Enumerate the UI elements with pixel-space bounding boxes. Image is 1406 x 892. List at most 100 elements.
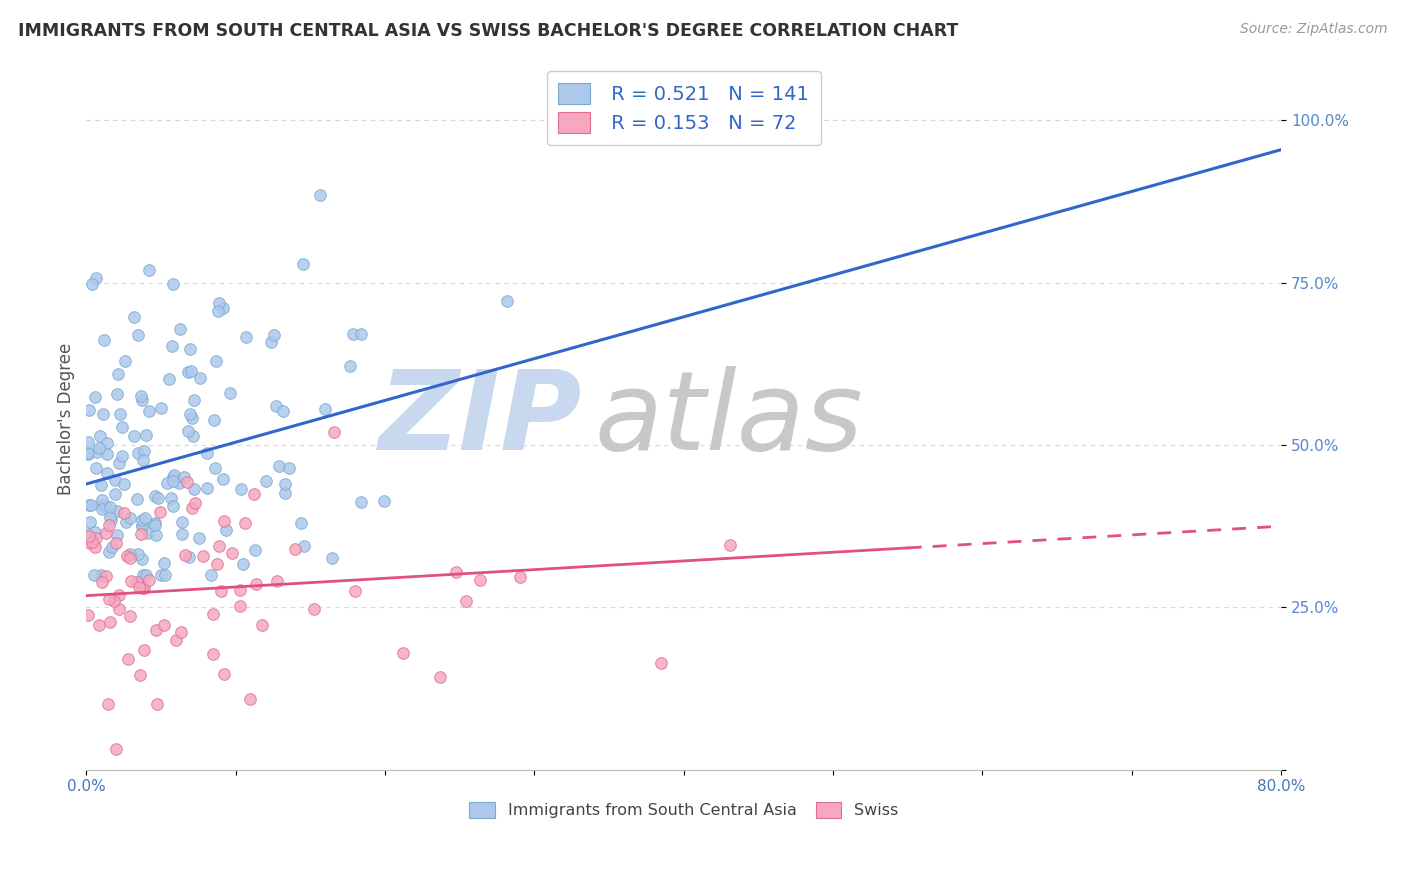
Point (153, 618, 176, 632)
Point (111, 449, 134, 463)
Point (96, 447, 118, 461)
Point (79, 515, 101, 529)
Point (127, 446, 149, 460)
Point (115, 549, 138, 563)
Point (264, 399, 287, 413)
Point (108, 602, 131, 616)
Point (100, 513, 122, 527)
Point (79, 529, 101, 543)
Point (80, 534, 103, 549)
Point (149, 401, 172, 415)
Point (235, 330, 257, 344)
Point (167, 475, 190, 490)
Point (169, 321, 191, 335)
Text: ZIP: ZIP (378, 366, 582, 473)
Point (495, 294, 517, 309)
Point (231, 482, 253, 496)
Point (90, 478, 112, 492)
Point (157, 372, 180, 386)
Point (322, 425, 344, 439)
Point (202, 413, 225, 427)
Point (94, 499, 117, 513)
Point (138, 573, 160, 587)
Point (93, 333, 115, 347)
Point (173, 469, 195, 483)
Point (138, 404, 160, 418)
Point (344, 583, 367, 598)
Point (211, 301, 233, 316)
Point (274, 476, 297, 491)
Point (170, 624, 193, 639)
Point (97, 697, 120, 711)
Point (86, 445, 108, 459)
Text: IMMIGRANTS FROM SOUTH CENTRAL ASIA VS SWISS BACHELOR'S DEGREE CORRELATION CHART: IMMIGRANTS FROM SOUTH CENTRAL ASIA VS SW… (18, 22, 959, 40)
Point (444, 565, 467, 579)
Point (456, 594, 478, 608)
Point (153, 567, 176, 582)
Point (132, 453, 155, 467)
Point (108, 407, 131, 421)
Point (132, 567, 155, 582)
Point (208, 295, 231, 310)
Point (112, 506, 135, 520)
Point (339, 359, 361, 374)
Point (76, 607, 98, 622)
Point (184, 496, 207, 510)
Point (204, 354, 226, 368)
Point (159, 491, 181, 505)
Point (84, 540, 107, 554)
Point (221, 545, 243, 559)
Point (107, 456, 129, 470)
Point (98, 510, 121, 524)
Point (195, 481, 218, 495)
Point (105, 387, 128, 401)
Point (284, 542, 307, 557)
Point (93, 408, 115, 422)
Point (84, 270, 107, 285)
Point (118, 609, 141, 624)
Point (145, 623, 167, 637)
Point (132, 443, 155, 458)
Point (162, 470, 184, 484)
Point (84, 461, 107, 475)
Point (127, 547, 149, 561)
Point (205, 558, 228, 572)
Point (100, 541, 122, 555)
Point (274, 486, 297, 500)
Point (143, 518, 166, 533)
Point (90, 567, 112, 582)
Point (115, 516, 138, 530)
Point (228, 599, 250, 614)
Point (177, 365, 200, 379)
Point (120, 547, 142, 561)
Point (131, 518, 153, 533)
Point (214, 514, 236, 528)
Point (156, 475, 179, 490)
Point (170, 515, 193, 529)
Point (120, 510, 142, 524)
Point (243, 487, 266, 501)
Point (228, 582, 250, 597)
Point (143, 489, 166, 503)
Point (104, 473, 127, 487)
Point (125, 491, 148, 506)
Point (104, 536, 127, 550)
Point (181, 429, 204, 443)
Point (96, 466, 118, 480)
Point (174, 548, 197, 562)
Point (77, 498, 100, 512)
Point (122, 428, 145, 442)
Point (252, 618, 274, 632)
Point (135, 567, 157, 582)
Point (107, 367, 129, 381)
Point (162, 474, 184, 488)
Point (97, 518, 120, 533)
Point (208, 539, 231, 553)
Point (146, 491, 169, 505)
Point (172, 527, 194, 541)
Point (470, 574, 492, 588)
Point (308, 188, 330, 202)
Point (89, 428, 111, 442)
Point (131, 551, 153, 566)
Point (195, 446, 218, 460)
